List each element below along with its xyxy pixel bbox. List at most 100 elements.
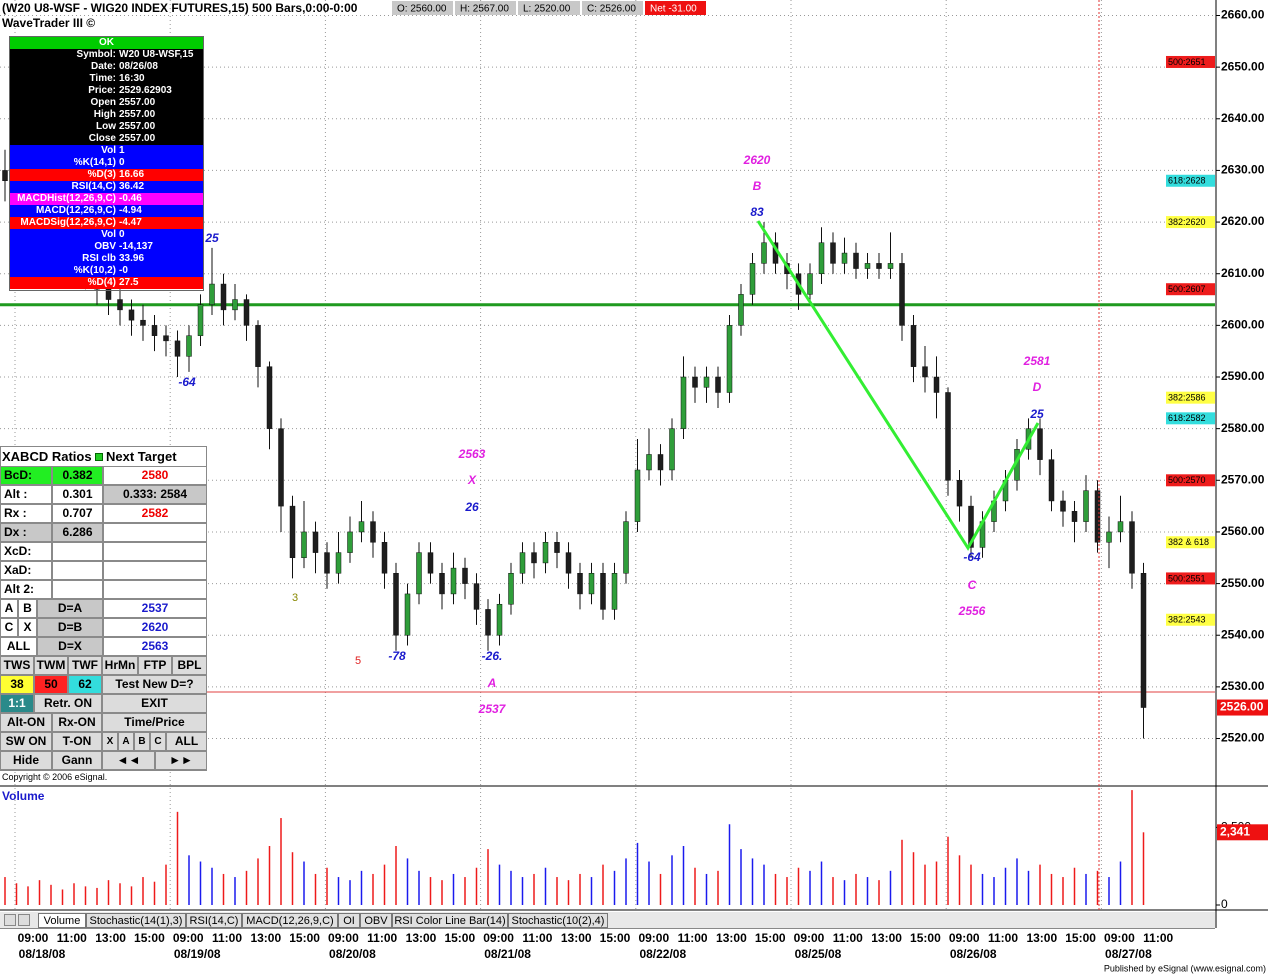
- xabcd-target-cell[interactable]: X: [18, 618, 37, 637]
- xabcd-button[interactable]: C: [150, 732, 166, 751]
- x-tick-label: 11:00: [988, 931, 1018, 945]
- xabcd-button[interactable]: Gann: [52, 751, 102, 770]
- candle-body: [1060, 500, 1066, 512]
- xabcd-target-cell[interactable]: D=X: [37, 637, 103, 656]
- xabcd-button[interactable]: T-ON: [52, 732, 102, 751]
- tab[interactable]: OI: [338, 913, 360, 928]
- xabcd-button[interactable]: ►►: [155, 751, 207, 770]
- candle-body: [945, 392, 951, 481]
- x-tick-label: 09:00: [483, 931, 514, 945]
- data-window-row: [10, 181, 203, 193]
- level-box: [1166, 216, 1215, 229]
- xabcd-button[interactable]: HrMn: [102, 656, 138, 675]
- tab-arrow[interactable]: [18, 914, 30, 926]
- xabcd-cell: [52, 542, 103, 561]
- xabcd-button[interactable]: X: [102, 732, 118, 751]
- candle-body: [370, 521, 376, 543]
- candle-body: [611, 573, 618, 610]
- x-tick-label: 15:00: [755, 931, 786, 945]
- xabcd-target-cell[interactable]: D=B: [37, 618, 103, 637]
- tab[interactable]: RSI(14,C): [186, 913, 242, 928]
- xabcd-button[interactable]: Time/Price: [102, 713, 207, 732]
- candle-body: [542, 542, 549, 564]
- xabcd-button[interactable]: ◄◄: [102, 751, 155, 770]
- annotation: -64: [178, 375, 196, 389]
- candle-body: [197, 304, 204, 336]
- xabcd-button[interactable]: TWF: [68, 656, 102, 675]
- xabcd-button[interactable]: A: [118, 732, 134, 751]
- annotation: 2537: [478, 702, 507, 716]
- candle-body: [876, 263, 882, 269]
- xabcd-button[interactable]: TWS: [0, 656, 34, 675]
- xabcd-button[interactable]: Test New D=?: [102, 675, 207, 694]
- xabcd-button[interactable]: Rx-ON: [52, 713, 102, 732]
- xabcd-target-cell[interactable]: ALL: [0, 637, 37, 656]
- data-window-value: 2557.00: [119, 97, 156, 108]
- ohlc-box: [582, 1, 643, 15]
- data-window-value: 2557.00: [119, 109, 156, 120]
- x-tick-label: 13:00: [406, 931, 437, 945]
- tab[interactable]: RSI Color Line Bar(14): [392, 913, 508, 928]
- annotation: 5: [355, 655, 361, 667]
- candle-body: [220, 283, 227, 311]
- xabcd-button[interactable]: TWM: [34, 656, 68, 675]
- level-box: [1166, 613, 1215, 626]
- xabcd-target-cell[interactable]: C: [0, 618, 18, 637]
- y-tick-label: 2610.00: [1221, 266, 1265, 280]
- xabcd-button[interactable]: BPL: [172, 656, 207, 675]
- xabcd-ratio-cell: Rx :: [0, 504, 52, 523]
- xabcd-ratio-cell: 0.707: [52, 504, 103, 523]
- xabcd-button[interactable]: Retr. ON: [34, 694, 102, 713]
- xabcd-button[interactable]: Alt-ON: [0, 713, 52, 732]
- xabcd-target-cell[interactable]: A: [0, 599, 18, 618]
- annotation: -26.: [482, 649, 503, 663]
- data-window-row: [10, 85, 203, 97]
- xabcd-title: XABCD Ratios: [2, 449, 92, 464]
- xabcd-button[interactable]: FTP: [138, 656, 172, 675]
- level-box: [1166, 391, 1215, 404]
- ohlc-text: O: 2560.00: [397, 4, 447, 15]
- level-label: 500:2570: [1168, 475, 1206, 485]
- candle-body: [232, 299, 238, 311]
- data-window-border: [9, 36, 204, 291]
- xabcd-target-cell[interactable]: D=A: [37, 599, 103, 618]
- xabcd-button[interactable]: 38: [0, 675, 34, 694]
- xabcd-button[interactable]: SW ON: [0, 732, 52, 751]
- y-tick-label: 2600.00: [1221, 318, 1265, 332]
- candle-body: [554, 542, 560, 553]
- data-window-row: [10, 217, 203, 229]
- tab[interactable]: OBV: [360, 913, 392, 928]
- candle-body: [588, 573, 595, 595]
- annotation: D: [1033, 380, 1042, 394]
- xabcd-button[interactable]: EXIT: [102, 694, 207, 713]
- xabcd-button[interactable]: B: [134, 732, 150, 751]
- xabcd-button[interactable]: 1:1: [0, 694, 34, 713]
- xabcd-ratio-cell: 2580: [103, 466, 207, 485]
- x-tick-label: 09:00: [173, 931, 204, 945]
- tab[interactable]: Volume: [38, 913, 86, 928]
- xabcd-target-cell[interactable]: B: [18, 599, 37, 618]
- tab-arrow[interactable]: [4, 914, 16, 926]
- xabcd-button[interactable]: Hide: [0, 751, 52, 770]
- xabcd-target-cell: 2563: [103, 637, 207, 656]
- candle-body: [289, 505, 296, 559]
- tab[interactable]: Stochastic(14(1),3): [86, 913, 186, 928]
- net-text: Net -31.00: [650, 4, 697, 15]
- data-window-row: [10, 145, 203, 157]
- xabcd-button[interactable]: 50: [34, 675, 68, 694]
- xabcd-ratio-cell: Dx :: [0, 523, 52, 542]
- x-tick-label: 09:00: [949, 931, 980, 945]
- candle-body: [968, 505, 974, 548]
- xabcd-button[interactable]: 62: [68, 675, 102, 694]
- tab[interactable]: Stochastic(10(2),4): [508, 913, 608, 928]
- tab[interactable]: MACD(12,26,9,C): [242, 913, 338, 928]
- chart-title: (W20 U8-WSF - WIG20 INDEX FUTURES,15) 50…: [2, 1, 358, 15]
- x-date-label: 08/22/08: [639, 947, 686, 961]
- data-window-value: 16.66: [119, 169, 145, 180]
- xabcd-button[interactable]: ALL: [166, 732, 207, 751]
- data-window-label: Low: [96, 121, 116, 132]
- candle-body: [450, 567, 457, 595]
- data-window-value: 16:30: [119, 73, 145, 84]
